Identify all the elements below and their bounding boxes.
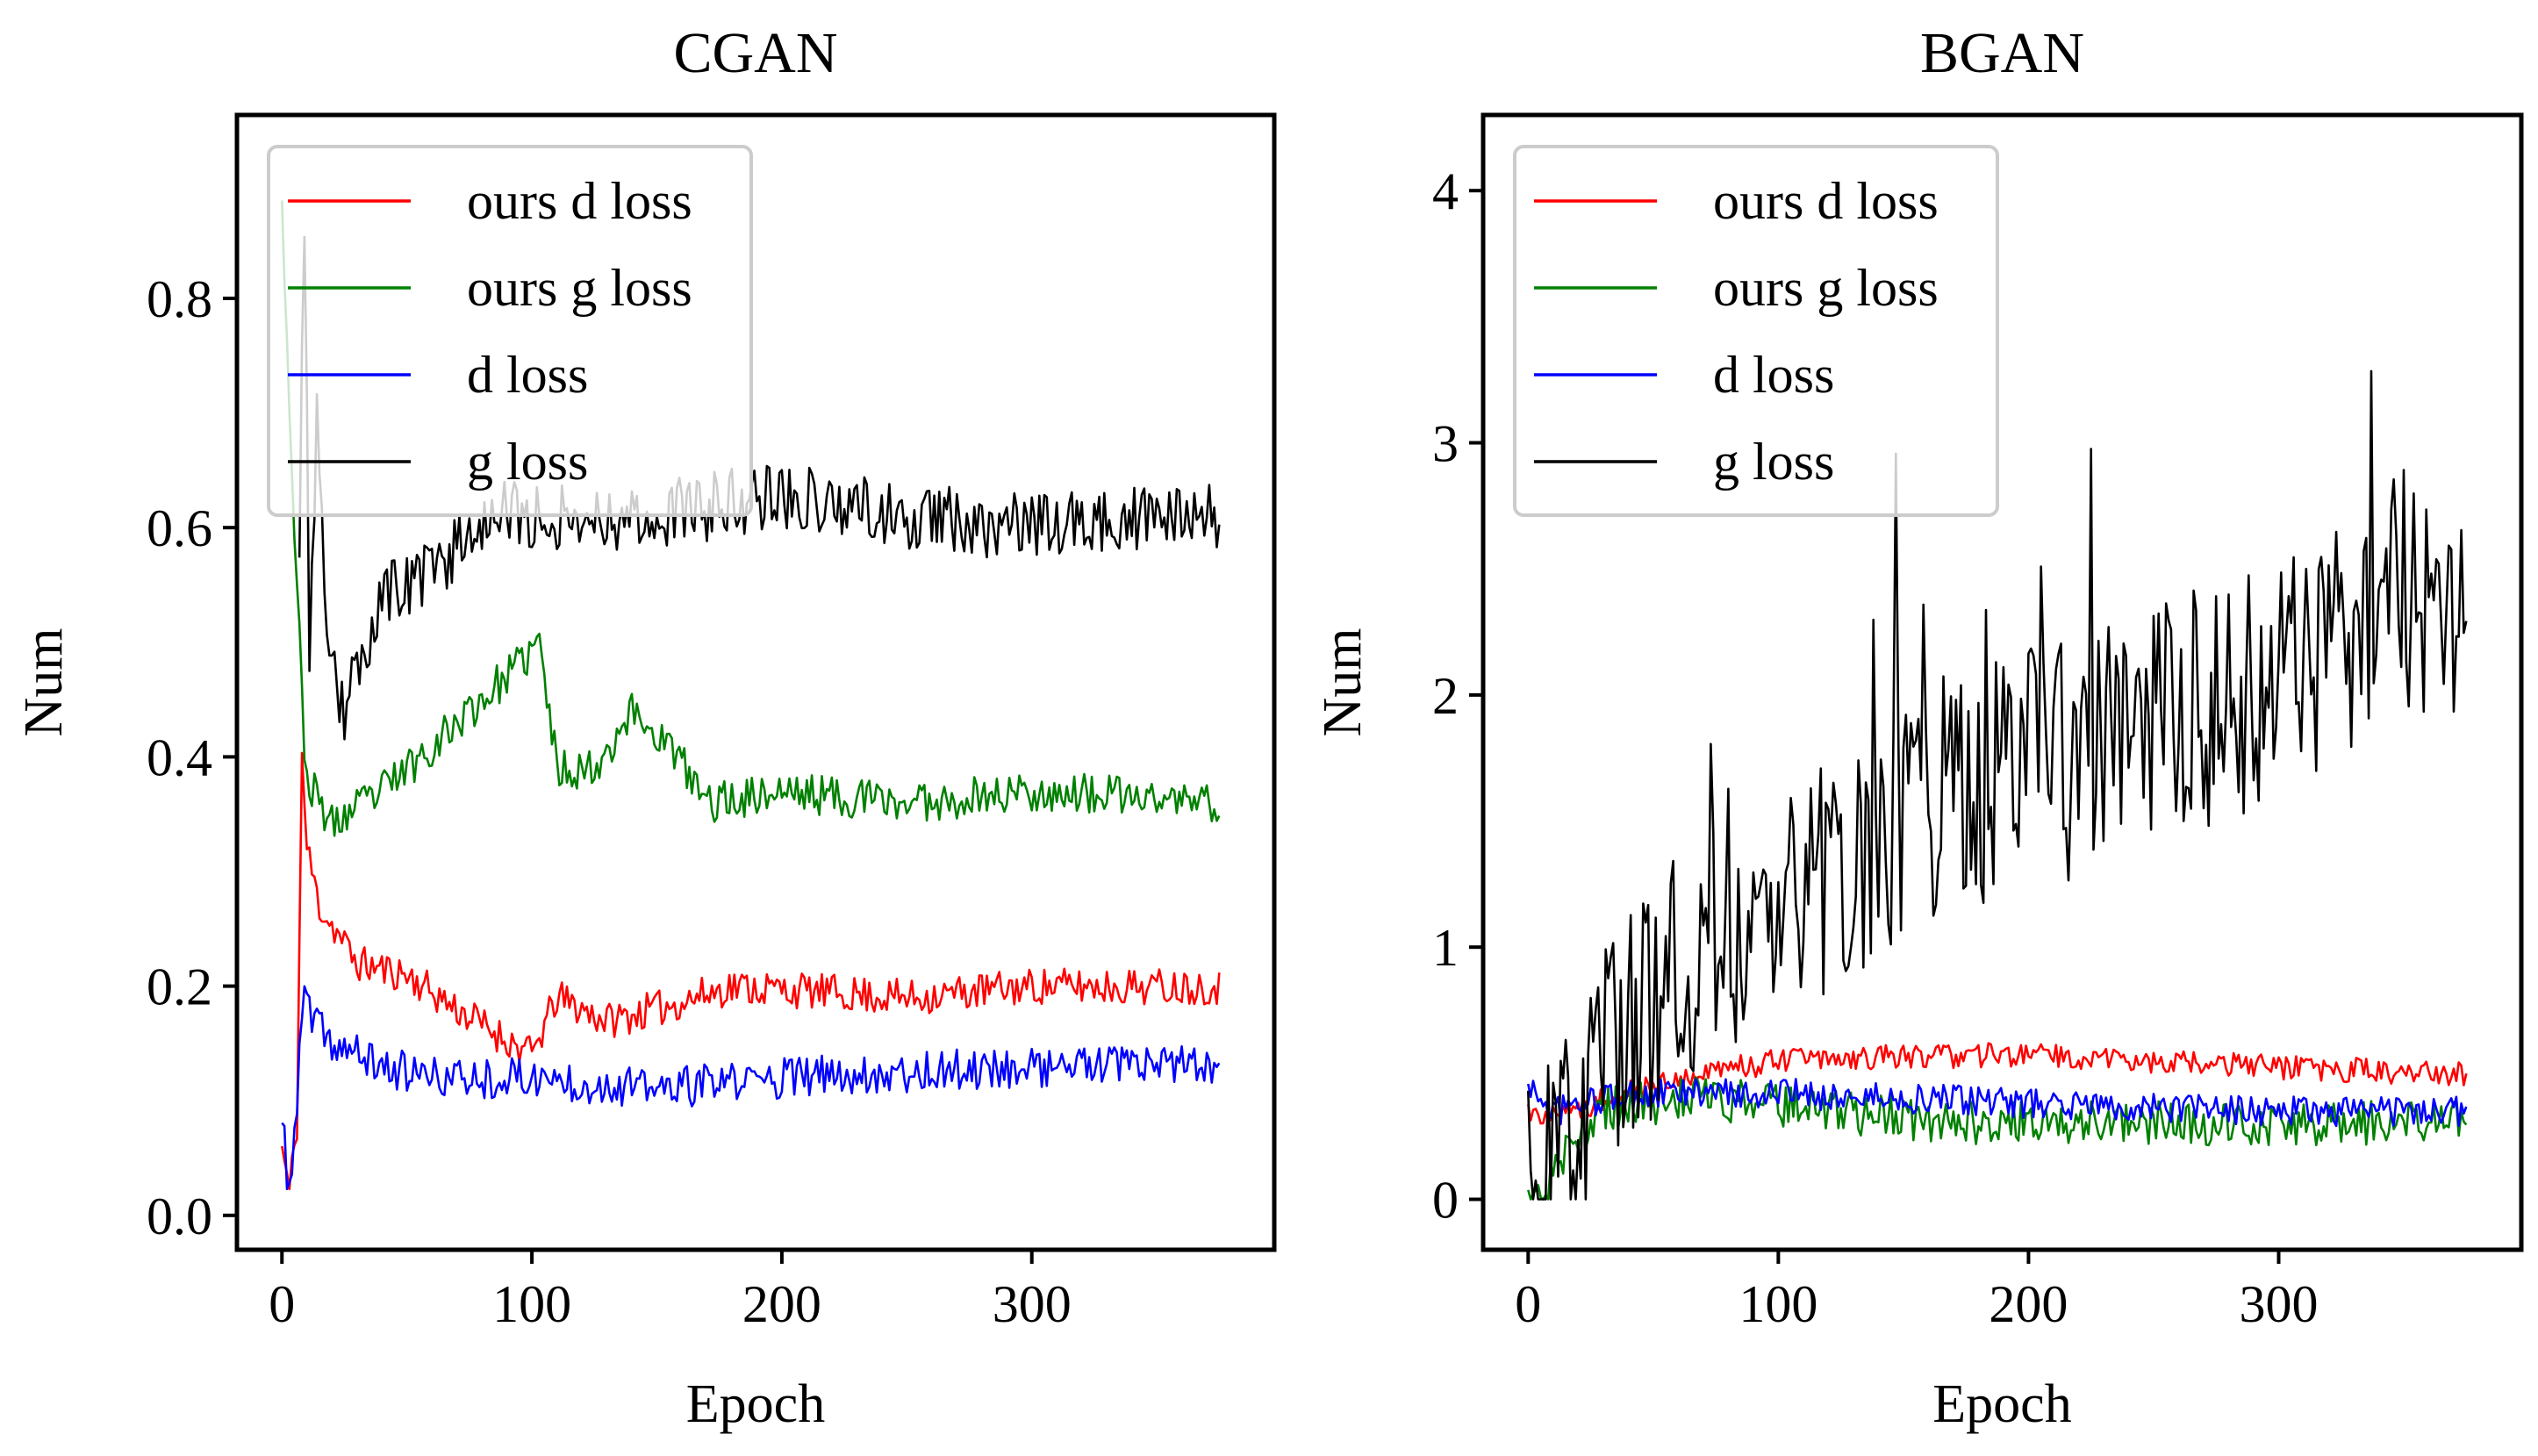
y-tick-label: 2	[1432, 667, 1459, 725]
legend-box	[267, 145, 753, 517]
y-axis-label: Num	[1313, 628, 1373, 737]
series-line-g-loss	[298, 235, 1221, 741]
series-line-g-loss	[1527, 369, 2468, 1201]
series-line-ours-d-loss	[1527, 1042, 2468, 1125]
series-line-ours-g-loss	[1527, 1076, 2468, 1201]
x-tick-label: 100	[1739, 1275, 1817, 1333]
legend: ours d loss ours g loss d loss g loss	[1513, 145, 1999, 517]
series-line-ours-g-loss	[281, 200, 1221, 837]
legend-label: d loss	[1713, 346, 1834, 404]
x-axis-label: Epoch	[1932, 1374, 2071, 1434]
y-tick-label: 0.0	[147, 1187, 212, 1245]
y-axis-label: Num	[14, 628, 74, 737]
chart-panel-cgan: 0 100 200 300 0.0 0.2 0.4 0.6 0.8 CGAN Epoch Num our…	[14, 21, 1277, 1434]
legend-label: d loss	[467, 346, 588, 404]
x-tick-label: 0	[1515, 1275, 1541, 1333]
y-tick-label: 0	[1432, 1172, 1459, 1230]
x-tick-label: 200	[742, 1275, 821, 1333]
axes-frame	[234, 112, 1277, 1252]
x-axis-label: Epoch	[686, 1374, 825, 1434]
legend-label: ours g loss	[467, 259, 692, 317]
x-tick-label: 300	[2239, 1275, 2318, 1333]
x-tick-label: 100	[492, 1275, 571, 1333]
series-line-d-loss	[1527, 1078, 2468, 1128]
series-line-d-loss	[281, 985, 1221, 1191]
legend-label: g loss	[1713, 433, 1834, 491]
y-tick-label: 4	[1432, 162, 1459, 220]
y-tick-label: 0.4	[147, 728, 212, 786]
x-tick-label: 0	[269, 1275, 295, 1333]
y-tick-label: 1	[1432, 919, 1459, 977]
legend-label: ours d loss	[1713, 172, 1939, 230]
legend: ours d loss ours g loss d loss g loss	[267, 145, 753, 517]
legend-label: ours d loss	[467, 172, 692, 230]
x-tick-label: 200	[1989, 1275, 2068, 1333]
series-lines	[1527, 369, 2468, 1201]
y-tick-label: 0.6	[147, 499, 212, 557]
legend-label: g loss	[467, 433, 588, 491]
y-tick-label: 0.2	[147, 958, 212, 1016]
axes-frame	[1480, 112, 2524, 1252]
y-tick-label: 3	[1432, 415, 1459, 473]
chart-title: BGAN	[1920, 21, 2084, 85]
y-tick-label: 0.8	[147, 270, 212, 328]
legend-box	[1513, 145, 1999, 517]
x-tick-label: 300	[993, 1275, 1072, 1333]
series-lines	[281, 200, 1221, 1191]
series-line-ours-d-loss	[281, 751, 1221, 1191]
chart-title: CGAN	[673, 21, 837, 85]
legend-label: ours g loss	[1713, 259, 1939, 317]
